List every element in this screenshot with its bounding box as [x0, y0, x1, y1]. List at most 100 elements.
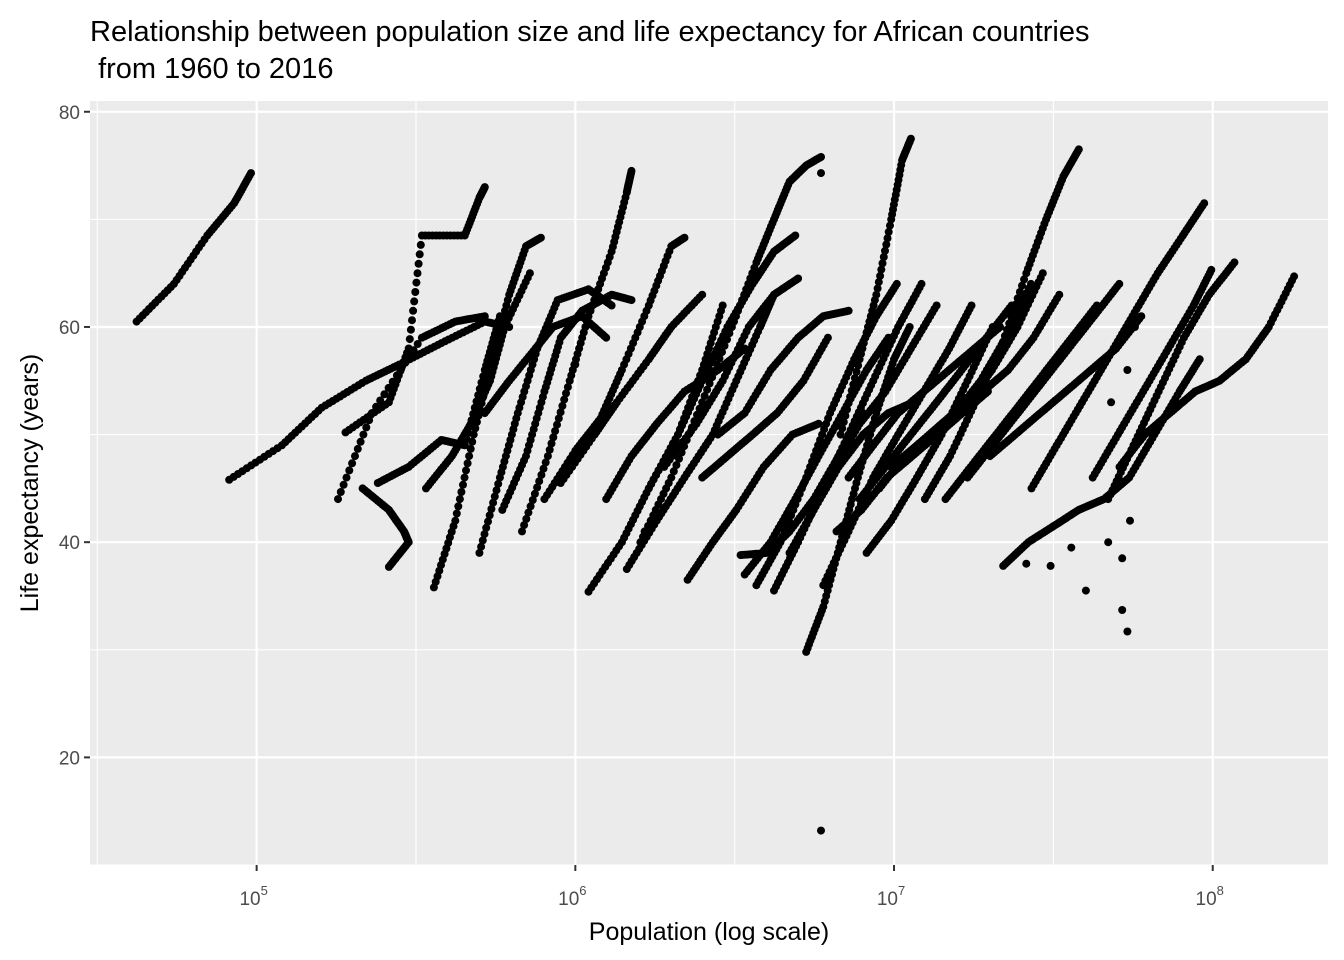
data-point — [480, 312, 489, 321]
data-point — [334, 495, 342, 504]
data-point — [348, 459, 357, 468]
data-point — [998, 338, 1007, 347]
data-point — [1107, 398, 1116, 407]
y-tick-label: 80 — [59, 103, 80, 124]
data-point — [884, 227, 893, 236]
data-point — [906, 134, 915, 143]
y-tick-label: 60 — [59, 318, 80, 339]
x-axis: 105 106 107 108 — [239, 865, 1224, 910]
data-point — [1118, 606, 1127, 614]
data-point — [365, 416, 374, 425]
data-point — [549, 433, 558, 442]
data-point — [472, 418, 481, 426]
data-point — [705, 379, 714, 388]
data-point — [996, 344, 1005, 353]
data-point — [487, 505, 496, 513]
data-point — [602, 333, 611, 342]
data-point — [1015, 288, 1024, 296]
data-point — [843, 405, 851, 414]
data-point — [480, 386, 489, 395]
data-point — [362, 423, 371, 432]
data-point — [1007, 313, 1016, 322]
data-point — [814, 419, 823, 428]
data-point — [526, 502, 535, 511]
data-point — [794, 274, 803, 283]
data-point — [1123, 627, 1132, 636]
data-point — [413, 269, 422, 278]
data-point — [1046, 561, 1055, 570]
data-point — [838, 424, 847, 433]
data-point — [667, 473, 676, 482]
data-point — [1055, 290, 1064, 299]
data-point — [452, 509, 461, 518]
data-point — [471, 424, 480, 433]
data-point — [483, 374, 492, 383]
data-point — [524, 508, 533, 517]
data-point — [482, 523, 491, 532]
data-point — [562, 389, 570, 398]
data-point — [1290, 272, 1299, 281]
data-point — [1230, 258, 1239, 267]
data-point — [484, 517, 492, 526]
data-point — [883, 234, 892, 243]
x-tick-label: 108 — [1196, 883, 1224, 910]
data-point — [462, 466, 470, 475]
data-point — [359, 430, 368, 439]
data-point — [1038, 269, 1047, 278]
data-point — [412, 278, 421, 287]
data-point — [849, 380, 858, 389]
data-point — [1020, 275, 1029, 284]
data-point — [718, 301, 727, 310]
data-point — [1022, 559, 1031, 568]
data-point — [882, 240, 891, 249]
data-point — [485, 511, 494, 520]
data-point — [1115, 279, 1124, 288]
data-point — [854, 361, 863, 370]
data-point — [841, 411, 850, 420]
data-point — [556, 408, 565, 417]
data-point — [708, 373, 717, 382]
data-point — [477, 399, 486, 408]
data-point — [372, 402, 381, 411]
data-point — [1104, 538, 1113, 547]
data-point — [1067, 543, 1076, 552]
data-point — [414, 259, 423, 268]
data-point — [465, 452, 474, 461]
y-axis-title: Life expectancy (years) — [16, 354, 44, 612]
data-point — [405, 335, 414, 344]
data-point — [409, 306, 418, 315]
data-point — [1011, 300, 1020, 309]
data-point — [817, 826, 825, 835]
data-point — [533, 483, 542, 492]
data-point — [844, 306, 853, 315]
data-point — [415, 250, 424, 259]
chart-subtitle: from 1960 to 2016 — [90, 53, 333, 85]
data-point — [881, 246, 889, 255]
data-point — [839, 418, 848, 426]
data-point — [397, 365, 406, 374]
data-point — [1074, 145, 1083, 154]
data-point — [551, 427, 560, 435]
data-point — [469, 430, 478, 439]
data-point — [477, 542, 486, 551]
data-point — [680, 233, 689, 242]
data-point — [1137, 312, 1146, 321]
data-point — [1013, 294, 1022, 303]
data-point — [478, 536, 487, 545]
data-point — [490, 492, 499, 501]
data-point — [541, 458, 550, 467]
data-point — [554, 414, 563, 423]
data-point — [917, 279, 926, 288]
data-point — [376, 396, 385, 405]
data-point — [474, 411, 483, 420]
data-point — [339, 480, 348, 489]
data-point — [406, 325, 415, 334]
data-point — [967, 301, 976, 310]
data-point — [356, 437, 365, 446]
major-gridlines — [90, 101, 1328, 865]
data-point — [823, 333, 832, 342]
data-point — [547, 439, 556, 448]
data-point — [463, 459, 472, 468]
data-point — [1000, 331, 1009, 340]
data-point — [698, 290, 707, 299]
